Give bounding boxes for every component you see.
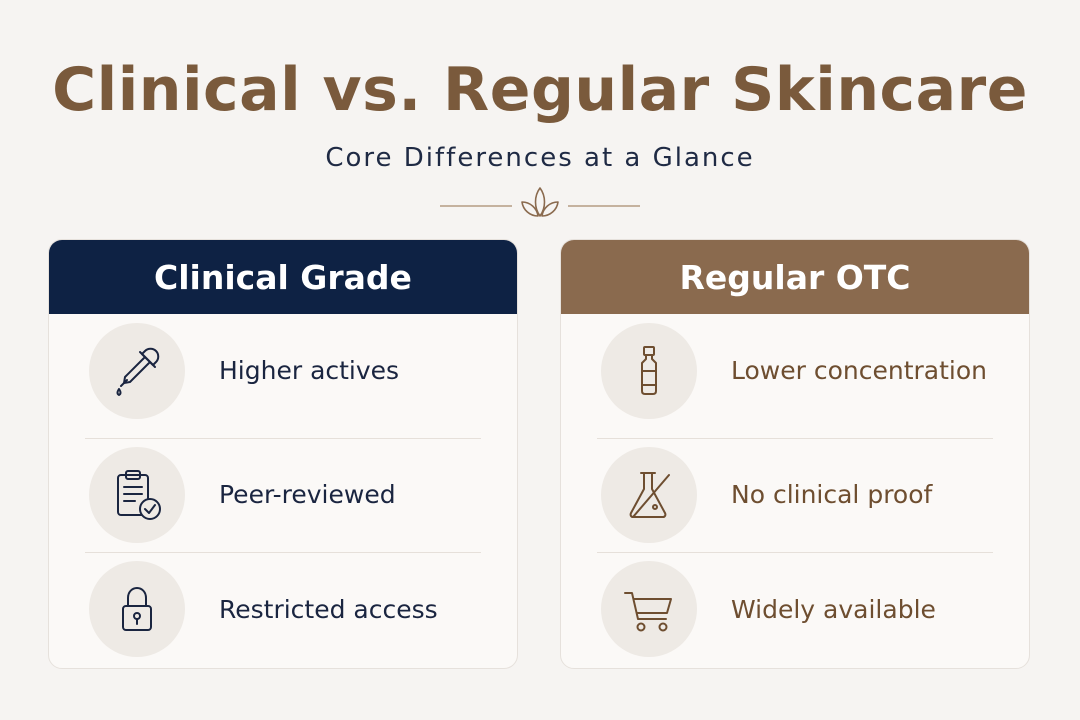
icon-badge bbox=[89, 561, 185, 657]
leaf-divider bbox=[440, 187, 640, 217]
list-item: Peer-reviewed bbox=[85, 438, 481, 551]
list-item: Restricted access bbox=[85, 552, 481, 666]
leaf-sprout-icon bbox=[521, 187, 559, 217]
clinical-grade-header: Clinical Grade bbox=[49, 240, 517, 314]
page-subtitle: Core Differences at a Glance bbox=[325, 143, 755, 173]
list-item: Higher actives bbox=[85, 314, 481, 427]
divider bbox=[597, 438, 993, 439]
divider bbox=[597, 552, 993, 553]
icon-badge bbox=[601, 446, 697, 543]
list-item: Widely available bbox=[597, 552, 993, 666]
bottle-icon bbox=[641, 345, 657, 395]
icon-badge bbox=[89, 322, 185, 419]
padlock-icon bbox=[122, 587, 152, 631]
item-label: Higher actives bbox=[219, 356, 400, 385]
item-label: Lower concentration bbox=[731, 356, 987, 385]
list-item: No clinical proof bbox=[597, 438, 993, 551]
item-label: Restricted access bbox=[219, 594, 438, 624]
regular-otc-card: Regular OTC Lower concentration bbox=[560, 239, 1030, 669]
dropper-icon bbox=[116, 347, 160, 396]
page-title: Clinical vs. Regular Skincare bbox=[52, 55, 1028, 125]
regular-otc-header: Regular OTC bbox=[561, 240, 1029, 314]
divider bbox=[85, 438, 481, 439]
icon-badge bbox=[89, 446, 185, 543]
clipboard-check-icon bbox=[117, 469, 161, 520]
icon-badge bbox=[601, 561, 697, 657]
item-label: No clinical proof bbox=[731, 480, 933, 509]
clinical-grade-card: Clinical Grade Higher actives bbox=[48, 239, 518, 669]
shopping-cart-icon bbox=[624, 592, 672, 632]
item-label: Peer-reviewed bbox=[219, 480, 396, 509]
icon-badge bbox=[601, 322, 697, 419]
flask-crossed-icon bbox=[629, 471, 670, 518]
list-item: Lower concentration bbox=[597, 314, 993, 427]
item-label: Widely available bbox=[731, 594, 936, 624]
divider bbox=[85, 552, 481, 553]
